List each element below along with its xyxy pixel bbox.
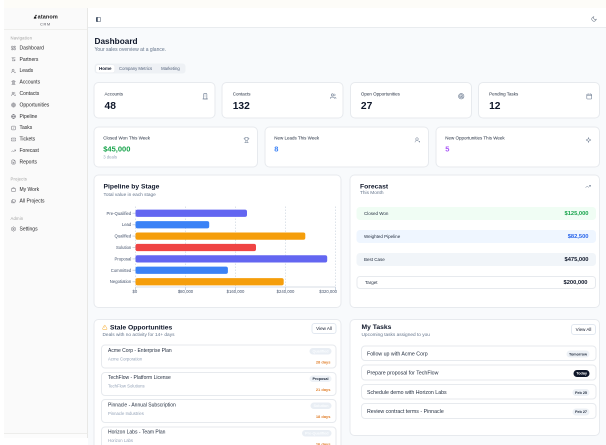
svg-text:Solution: Solution [116, 245, 132, 250]
svg-text:$80,000: $80,000 [178, 289, 194, 294]
svg-text:$320,000: $320,000 [319, 289, 337, 294]
svg-text:Pre-Qualified: Pre-Qualified [106, 211, 131, 216]
svg-text:Proposal: Proposal [115, 256, 132, 261]
svg-text:Qualified: Qualified [115, 234, 132, 239]
svg-text:Committed: Committed [111, 268, 132, 273]
svg-text:$0: $0 [133, 289, 138, 294]
svg-text:$240,000: $240,000 [277, 289, 295, 294]
svg-text:Lead: Lead [122, 222, 132, 227]
svg-text:$160,000: $160,000 [227, 289, 245, 294]
svg-text:Negotiation: Negotiation [110, 279, 132, 284]
